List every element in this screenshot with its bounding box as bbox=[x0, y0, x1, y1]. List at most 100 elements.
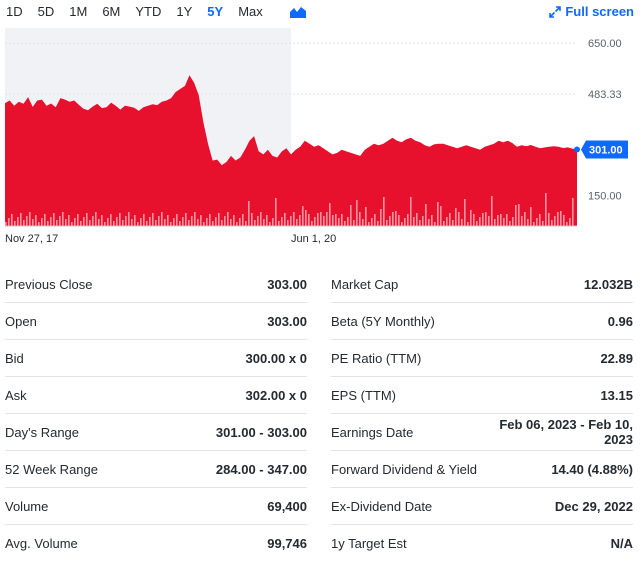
volume-bar bbox=[485, 212, 487, 226]
volume-bar bbox=[221, 220, 223, 226]
volume-bar bbox=[59, 216, 61, 226]
volume-bar bbox=[533, 222, 535, 226]
volume-bar bbox=[317, 213, 319, 226]
volume-bar bbox=[167, 215, 169, 226]
volume-bar bbox=[179, 221, 181, 226]
range-tab-6m[interactable]: 6M bbox=[102, 4, 121, 19]
stat-row-bid: Bid 300.00 x 0 bbox=[5, 340, 307, 377]
volume-bar bbox=[209, 214, 211, 226]
volume-bar bbox=[500, 214, 502, 226]
volume-bar bbox=[383, 197, 385, 226]
volume-bar bbox=[269, 222, 271, 226]
range-tab-max[interactable]: Max bbox=[238, 4, 263, 19]
volume-bar bbox=[257, 216, 259, 226]
volume-bar bbox=[353, 220, 355, 226]
volume-bar bbox=[449, 213, 451, 226]
volume-bar bbox=[89, 220, 91, 226]
current-price-marker bbox=[574, 146, 580, 153]
volume-bar bbox=[44, 214, 46, 226]
volume-bar bbox=[212, 221, 214, 226]
expand-icon bbox=[549, 5, 562, 18]
volume-bar bbox=[563, 215, 565, 226]
volume-bar bbox=[287, 220, 289, 226]
volume-bar bbox=[572, 198, 574, 226]
volume-bar bbox=[461, 219, 463, 226]
volume-bar bbox=[164, 219, 166, 226]
x-tick-label: Jun 1, 20 bbox=[291, 233, 336, 245]
volume-bar bbox=[122, 220, 124, 226]
stat-row-previous-close: Previous Close 303.00 bbox=[5, 266, 307, 303]
volume-bar bbox=[110, 214, 112, 226]
range-tab-5d[interactable]: 5D bbox=[37, 4, 55, 19]
volume-bar bbox=[23, 220, 25, 226]
volume-bar bbox=[14, 221, 16, 226]
volume-bar bbox=[389, 216, 391, 226]
volume-bar bbox=[335, 214, 337, 226]
volume-bar bbox=[359, 212, 361, 226]
volume-bar bbox=[458, 212, 460, 226]
volume-bar bbox=[491, 196, 493, 226]
volume-bar bbox=[320, 212, 322, 226]
volume-bar bbox=[356, 200, 358, 226]
volume-bar bbox=[560, 211, 562, 226]
stat-row-market-cap: Market Cap 12.032B bbox=[331, 266, 633, 303]
volume-bar bbox=[41, 218, 43, 226]
volume-bar bbox=[38, 222, 40, 226]
volume-bar bbox=[248, 201, 250, 226]
volume-bar bbox=[230, 219, 232, 226]
range-tab-1y[interactable]: 1Y bbox=[176, 4, 193, 19]
volume-bar bbox=[452, 220, 454, 226]
volume-bar bbox=[206, 218, 208, 226]
volume-bar bbox=[170, 222, 172, 226]
price-chart[interactable]: 650.00 483.33 150.00 Nov 27, 17 Jun 1, 20 301… bbox=[0, 26, 642, 248]
volume-bar bbox=[407, 214, 409, 226]
volume-bar bbox=[530, 207, 532, 226]
volume-bar bbox=[68, 215, 70, 226]
range-tabs: 1D 5D 1M 6M YTD 1Y 5Y Max bbox=[6, 4, 278, 20]
volume-bar bbox=[95, 212, 97, 226]
volume-bar bbox=[26, 216, 28, 226]
volume-bar bbox=[380, 209, 382, 226]
volume-bar bbox=[344, 221, 346, 226]
volume-bar bbox=[323, 216, 325, 226]
volume-bar bbox=[272, 218, 274, 226]
volume-bar bbox=[80, 221, 82, 226]
price-area bbox=[5, 75, 577, 226]
volume-bar bbox=[428, 219, 430, 226]
volume-bar bbox=[419, 220, 421, 226]
volume-bar bbox=[509, 221, 511, 226]
volume-bar bbox=[413, 217, 415, 226]
volume-bar bbox=[29, 212, 31, 226]
volume-bar bbox=[47, 221, 49, 226]
range-tab-5y[interactable]: 5Y bbox=[207, 4, 224, 19]
volume-bar bbox=[299, 215, 301, 226]
volume-bar bbox=[77, 214, 79, 226]
volume-bar bbox=[365, 207, 367, 226]
fullscreen-button[interactable]: Full screen bbox=[549, 4, 634, 19]
volume-bar bbox=[173, 218, 175, 226]
volume-bar bbox=[332, 215, 334, 226]
volume-bar bbox=[527, 219, 529, 226]
volume-bar bbox=[467, 222, 469, 226]
volume-bar bbox=[347, 217, 349, 226]
volume-bar bbox=[86, 213, 88, 226]
earnings-date-line2: 2023 bbox=[604, 432, 633, 447]
volume-bar bbox=[131, 219, 133, 226]
range-tab-ytd[interactable]: YTD bbox=[135, 4, 162, 19]
volume-bar bbox=[227, 212, 229, 226]
volume-bar bbox=[539, 214, 541, 226]
volume-bar bbox=[215, 217, 217, 226]
volume-bar bbox=[152, 213, 154, 226]
volume-bar bbox=[20, 213, 22, 226]
volume-bar bbox=[254, 220, 256, 226]
chart-toolbar: 1D 5D 1M 6M YTD 1Y 5Y Max Full screen bbox=[0, 0, 642, 26]
range-tab-1m[interactable]: 1M bbox=[69, 4, 88, 19]
range-tab-1d[interactable]: 1D bbox=[6, 4, 23, 19]
volume-bar bbox=[92, 216, 94, 226]
y-tick-label: 650.00 bbox=[588, 38, 622, 50]
volume-bar bbox=[341, 214, 343, 226]
volume-bar bbox=[137, 222, 139, 226]
volume-bar bbox=[140, 218, 142, 226]
volume-bar bbox=[470, 210, 472, 226]
mountain-chart-icon[interactable] bbox=[290, 6, 306, 18]
